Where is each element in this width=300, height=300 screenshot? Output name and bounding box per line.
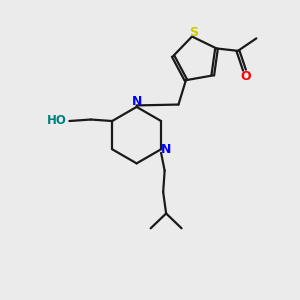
- Text: S: S: [189, 26, 198, 39]
- Text: N: N: [161, 143, 172, 156]
- Text: N: N: [131, 95, 142, 108]
- Text: O: O: [240, 70, 251, 83]
- Text: HO: HO: [47, 114, 67, 127]
